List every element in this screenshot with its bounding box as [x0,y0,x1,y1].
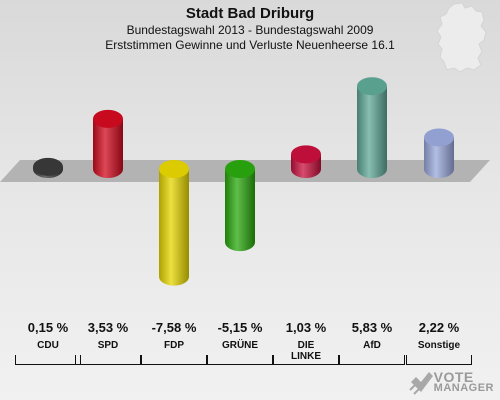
chart-title: Stadt Bad Driburg [185,5,315,22]
value-label: -7,58 % [151,320,197,335]
bar-fdp [159,160,189,286]
category-bracket [273,354,339,365]
bar-die-linke [291,145,321,178]
category-label: SPD [97,340,119,351]
category-label: CDU [37,340,59,351]
value-label: 3,53 % [87,320,129,335]
bar-gr-ne [225,160,255,252]
category-bracket [406,354,472,365]
category-bracket [15,354,81,365]
category-bracket [207,354,273,365]
value-label: 5,83 % [351,320,393,335]
chart-subtitle: Bundestagswahl 2013 - Bundestagswahl 200… [126,23,374,37]
vote-manager-logo: VOTE MANAGER [408,370,494,396]
category-bracket [339,354,405,365]
bar-cdu [33,157,63,178]
chart-description: Erststimmen Gewinne und Verluste Neuenhe… [105,38,395,52]
logo-line-1: VOTE [433,369,474,385]
category-label: Sonstige [417,340,461,351]
bar-sonstige [424,128,454,178]
category-bracket [141,354,207,365]
category-label: AfD [363,340,381,351]
value-label: 0,15 % [27,320,69,335]
category-bracket [75,354,141,365]
value-label: 2,22 % [418,320,460,335]
value-label: 1,03 % [285,320,327,335]
bar-spd [93,109,123,178]
vote-check-icon [408,372,433,395]
category-label: FDP [164,340,184,351]
bar-afd [357,77,387,178]
germany-map-icon [436,2,487,73]
value-label: -5,15 % [217,320,263,335]
logo-line-2: MANAGER [433,382,494,394]
chart-titles: Stadt Bad Driburg Bundestagswahl 2013 - … [0,5,500,53]
category-label: DIE LINKE [291,340,321,362]
category-label: GRÜNE [221,340,259,351]
